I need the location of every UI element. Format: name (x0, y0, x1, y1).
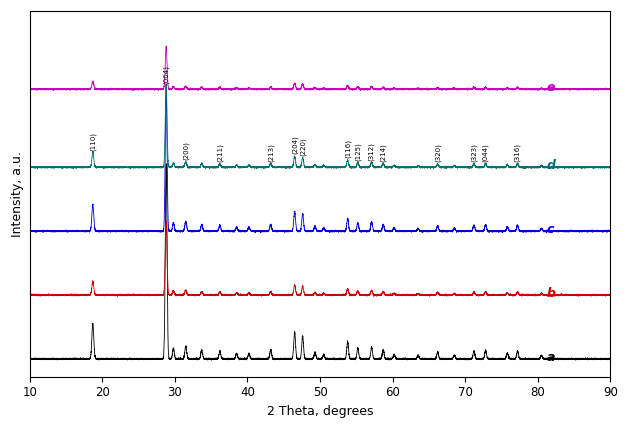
Text: d: d (547, 159, 555, 172)
Text: (213): (213) (267, 143, 274, 162)
Text: (316): (316) (515, 143, 521, 162)
Text: (211): (211) (216, 143, 223, 162)
Text: (204): (204) (291, 136, 298, 154)
Text: a: a (547, 351, 555, 364)
Text: (116): (116) (345, 139, 351, 158)
Text: (004): (004) (163, 65, 169, 84)
X-axis label: 2 Theta, degrees: 2 Theta, degrees (267, 405, 373, 418)
Text: (312): (312) (369, 142, 375, 160)
Text: (125): (125) (355, 142, 361, 161)
Text: (220): (220) (299, 137, 306, 156)
Text: e: e (547, 81, 555, 94)
Text: c: c (547, 223, 554, 236)
Y-axis label: Intensity, a.u.: Intensity, a.u. (11, 151, 24, 237)
Text: (200): (200) (182, 142, 189, 160)
Text: (044): (044) (482, 143, 489, 162)
Text: (323): (323) (470, 143, 477, 162)
Text: (110): (110) (89, 132, 96, 151)
Text: b: b (547, 287, 555, 300)
Text: (320): (320) (435, 144, 441, 163)
Text: (214): (214) (380, 143, 386, 162)
